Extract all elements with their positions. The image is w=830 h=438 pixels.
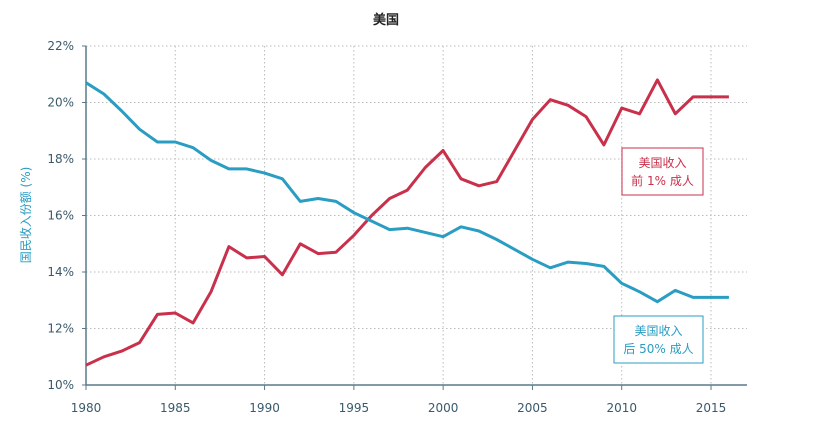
y-tick-label: 10% bbox=[47, 378, 74, 392]
y-tick-label: 16% bbox=[47, 209, 74, 223]
x-tick-label: 2000 bbox=[428, 401, 459, 415]
series-label-text: 后 50% 成人 bbox=[623, 342, 693, 356]
series-label-text: 美国收入 bbox=[634, 324, 682, 338]
x-tick-label: 1990 bbox=[249, 401, 280, 415]
x-tick-label: 2005 bbox=[517, 401, 548, 415]
y-axis-label: 国民收入份额 (%) bbox=[19, 167, 33, 264]
x-tick-label: 2010 bbox=[606, 401, 637, 415]
x-tick-label: 1980 bbox=[71, 401, 102, 415]
y-tick-label: 22% bbox=[47, 39, 74, 53]
series-label-box bbox=[613, 315, 704, 364]
series-label-text: 前 1% 成人 bbox=[631, 173, 694, 188]
x-tick-label: 1985 bbox=[160, 401, 191, 415]
x-tick-label: 1995 bbox=[339, 401, 370, 415]
x-tick-label: 2015 bbox=[696, 401, 727, 415]
y-tick-label: 18% bbox=[47, 152, 74, 166]
y-tick-label: 12% bbox=[47, 322, 74, 336]
chart-title: 美国 bbox=[373, 12, 399, 28]
y-tick-label: 14% bbox=[47, 265, 74, 279]
series-label-text: 美国收入 bbox=[638, 156, 686, 170]
y-tick-label: 20% bbox=[47, 96, 74, 110]
series-label-box bbox=[621, 147, 704, 196]
